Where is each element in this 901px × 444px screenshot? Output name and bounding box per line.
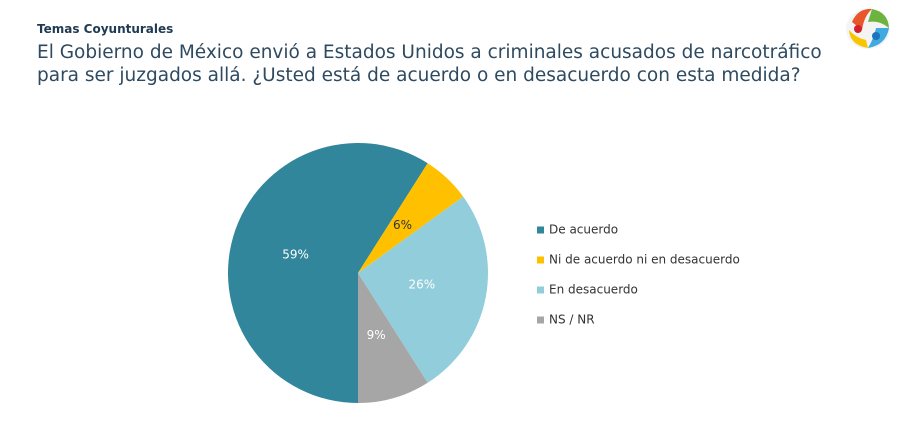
chart-title: para ser juzgados allá. ¿Usted está de a…	[37, 65, 801, 86]
legend-swatch	[537, 226, 544, 234]
chart-title: El Gobierno de México envió a Estados Un…	[37, 42, 822, 63]
pie-slice	[358, 273, 428, 403]
legend-label: De acuerdo	[549, 223, 618, 237]
logo	[846, 8, 890, 49]
pie-slice	[358, 196, 488, 383]
legend-label: En desacuerdo	[549, 283, 638, 297]
data-label: 59%	[282, 247, 309, 261]
legend-swatch	[537, 316, 544, 324]
data-label: 6%	[393, 218, 412, 232]
pie-slice	[358, 163, 464, 273]
data-label: 26%	[409, 278, 436, 292]
data-label: 9%	[367, 328, 386, 342]
legend-swatch	[537, 256, 544, 264]
pie-slice	[227, 142, 428, 403]
legend-label: Ni de acuerdo ni en desacuerdo	[549, 253, 740, 267]
legend-label: NS / NR	[549, 313, 595, 327]
header: Temas Coyunturales	[37, 22, 173, 36]
legend-swatch	[537, 286, 544, 294]
